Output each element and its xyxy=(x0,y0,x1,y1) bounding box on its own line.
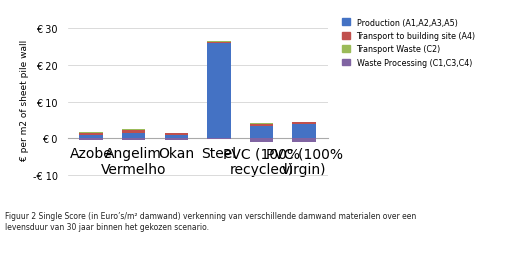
Bar xyxy=(292,124,316,139)
Bar xyxy=(122,134,146,139)
Bar xyxy=(207,42,230,43)
Bar xyxy=(292,139,316,142)
Bar xyxy=(80,136,103,139)
Legend: Production (A1,A2,A3,A5), Transport to building site (A4), Transport Waste (C2),: Production (A1,A2,A3,A5), Transport to b… xyxy=(342,19,476,68)
Text: Figuur 2 Single Score (in Euro’s/m² damwand) verkenning van verschillende damwan: Figuur 2 Single Score (in Euro’s/m² damw… xyxy=(5,211,417,232)
Bar xyxy=(165,136,188,139)
Bar xyxy=(250,126,273,139)
Y-axis label: € per m2 of sheet pile wall: € per m2 of sheet pile wall xyxy=(20,40,29,161)
Bar xyxy=(122,130,146,134)
Bar xyxy=(80,133,103,136)
Bar xyxy=(165,139,188,140)
Bar xyxy=(80,139,103,140)
Bar xyxy=(207,43,230,139)
Bar xyxy=(122,139,146,140)
Bar xyxy=(292,122,316,124)
Bar xyxy=(250,124,273,126)
Bar xyxy=(250,139,273,142)
Bar xyxy=(165,134,188,136)
